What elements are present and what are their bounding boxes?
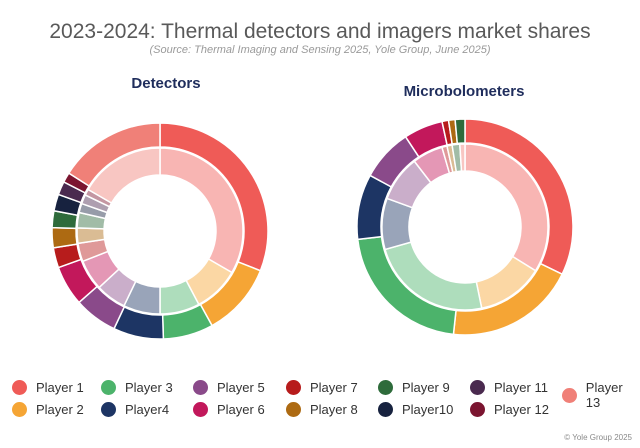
chart-title: 2023-2024: Thermal detectors and imagers…	[49, 20, 591, 43]
legend-label: Player 1	[36, 380, 84, 395]
legend-item: Player 1	[12, 380, 84, 395]
chart-source: (Source: Thermal Imaging and Sensing 202…	[149, 44, 491, 56]
microbolometers-donut	[356, 118, 574, 336]
legend: Player 1 Player 2 Player 3 Player4 Player 5 P…	[0, 376, 640, 426]
legend-item: Player 12	[470, 402, 549, 417]
legend-item: Player 6	[193, 402, 265, 417]
inner-ring-slice	[87, 147, 161, 205]
legend-label: Player 9	[402, 380, 450, 395]
legend-label: Player 13	[585, 380, 623, 410]
legend-swatch	[193, 402, 208, 417]
legend-swatch	[562, 387, 577, 403]
legend-item: Player 3	[101, 380, 173, 395]
legend-swatch	[101, 380, 116, 395]
legend-label: Player 3	[125, 380, 173, 395]
legend-swatch	[378, 380, 393, 395]
legend-label: Player 5	[217, 380, 265, 395]
legend-label: Player 2	[36, 402, 84, 417]
legend-item: Player 5	[193, 380, 265, 395]
donut-charts	[51, 118, 574, 340]
legend-item: Player 9	[378, 380, 450, 395]
legend-label: Player 11	[494, 380, 548, 395]
legend-swatch	[378, 402, 393, 417]
legend-swatch	[101, 402, 116, 417]
legend-item: Player 13	[562, 380, 640, 410]
legend-label: Player4	[125, 402, 170, 417]
inner-ring-slice	[459, 143, 466, 172]
legend-swatch	[12, 380, 27, 395]
legend-label: Player10	[402, 402, 454, 417]
detectors-chart-title: Detectors	[131, 75, 201, 92]
copyright: © Yole Group 2025	[564, 433, 632, 442]
detectors-donut	[51, 122, 269, 340]
legend-item: Player4	[101, 402, 169, 417]
legend-item: Player 8	[286, 402, 358, 417]
legend-swatch	[193, 380, 208, 395]
legend-item: Player 11	[470, 380, 548, 395]
legend-item: Player 7	[286, 380, 358, 395]
outer-ring-slice	[454, 118, 466, 145]
legend-item: Player 2	[12, 402, 84, 417]
legend-label: Player 8	[310, 402, 358, 417]
legend-swatch	[286, 402, 301, 417]
legend-swatch	[470, 380, 485, 395]
legend-label: Player 12	[494, 402, 549, 417]
legend-label: Player 7	[310, 380, 358, 395]
microbolometers-chart-title: Microbolometers	[403, 83, 525, 100]
legend-swatch	[470, 402, 485, 417]
outer-ring-slice	[51, 226, 78, 249]
legend-label: Player 6	[217, 402, 265, 417]
outer-ring-slice	[67, 122, 161, 188]
legend-item: Player10	[378, 402, 453, 417]
legend-swatch	[12, 402, 27, 417]
legend-swatch	[286, 380, 301, 395]
